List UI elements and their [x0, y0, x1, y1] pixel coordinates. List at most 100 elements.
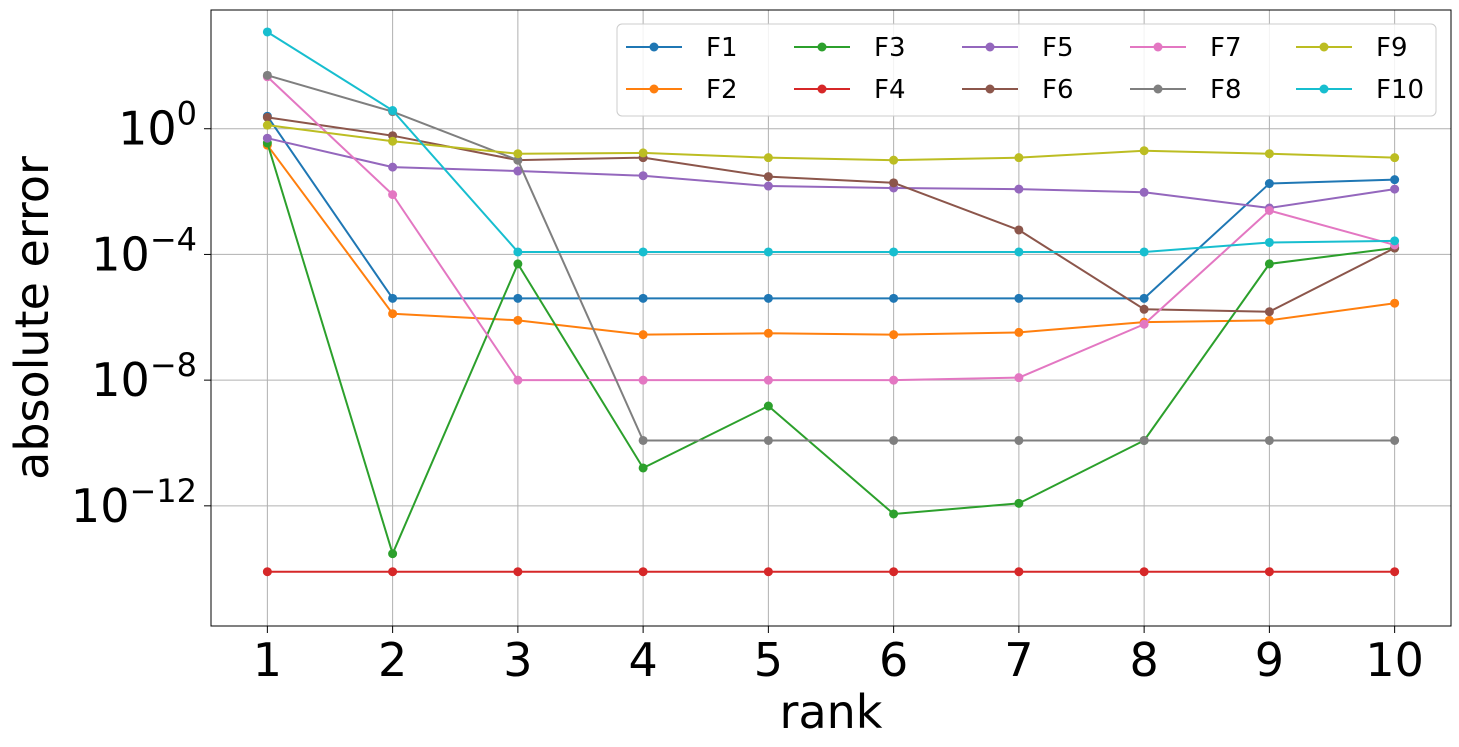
legend-item-f10: F10	[1296, 75, 1424, 105]
data-point	[513, 259, 523, 269]
series-f2	[262, 140, 1400, 340]
data-point	[889, 178, 899, 188]
data-point	[638, 293, 648, 303]
data-point	[1139, 146, 1149, 156]
x-tick-label: 3	[503, 633, 532, 687]
legend-swatch-marker	[817, 42, 827, 52]
data-point	[1390, 298, 1400, 308]
data-point	[889, 293, 899, 303]
data-point	[763, 567, 773, 577]
data-point	[1014, 225, 1024, 235]
data-point	[513, 315, 523, 325]
data-point	[1014, 498, 1024, 508]
legend-item-f2: F2	[626, 75, 738, 105]
data-point	[1139, 567, 1149, 577]
x-axis-title: rank	[780, 685, 883, 739]
data-point	[1264, 179, 1274, 189]
data-point	[763, 247, 773, 257]
data-point	[1139, 435, 1149, 445]
data-point	[763, 328, 773, 338]
legend-item-f1: F1	[626, 33, 738, 63]
data-point	[1139, 293, 1149, 303]
data-point	[513, 149, 523, 159]
data-point	[513, 247, 523, 257]
data-point	[638, 247, 648, 257]
data-point	[1014, 184, 1024, 194]
legend-swatch-marker	[649, 42, 659, 52]
series-f3	[262, 138, 1400, 559]
x-tick-label: 5	[754, 633, 783, 687]
legend-item-f5: F5	[962, 33, 1074, 63]
ticks: 1 2 3 4 5 6 7 8 9 10 10−12 10−8 10−4 100	[71, 95, 1424, 687]
data-point	[889, 375, 899, 385]
series-line	[267, 124, 1395, 162]
legend-label: F7	[1210, 33, 1242, 63]
y-tick-label: 10−12	[71, 472, 197, 533]
legend-swatch-marker	[649, 84, 659, 94]
series-f1	[262, 111, 1400, 303]
data-point	[1014, 327, 1024, 337]
data-point	[1014, 247, 1024, 257]
data-point	[262, 567, 272, 577]
series-line	[266, 142, 1395, 555]
y-axis-title: absolute error	[5, 156, 59, 480]
data-point	[763, 375, 773, 385]
data-point	[1390, 153, 1400, 163]
data-point	[513, 375, 523, 385]
legend-item-f4: F4	[794, 75, 906, 105]
data-point	[513, 155, 523, 165]
series-line	[266, 76, 1395, 382]
legend-swatch-marker	[1153, 42, 1163, 52]
series-f7	[262, 72, 1400, 385]
data-point	[513, 166, 523, 176]
data-point	[1139, 187, 1149, 197]
data-point	[1264, 259, 1274, 269]
data-point	[889, 247, 899, 257]
data-point	[763, 181, 773, 191]
series-line	[266, 31, 1395, 253]
legend-swatch-marker	[1319, 84, 1329, 94]
data-point	[388, 190, 398, 200]
data-point	[1390, 236, 1400, 246]
legend-label: F8	[1210, 75, 1242, 105]
data-point	[1264, 205, 1274, 215]
data-point	[1014, 153, 1024, 163]
data-point	[1264, 315, 1274, 325]
legend-item-f7: F7	[1130, 33, 1242, 63]
data-point	[262, 112, 272, 122]
data-point	[1264, 307, 1274, 317]
data-point	[763, 435, 773, 445]
legend-swatch-marker	[1319, 42, 1329, 52]
data-point	[889, 155, 899, 165]
data-point	[388, 309, 398, 319]
plot-frame	[210, 9, 1452, 627]
data-point	[889, 330, 899, 340]
data-point	[513, 293, 523, 303]
data-point	[513, 567, 523, 577]
x-tick-label: 1	[253, 633, 282, 687]
legend: F1 F2 F3 F4 F5 F6 F7 F8 F9 F10	[616, 23, 1437, 117]
data-point	[1264, 149, 1274, 159]
data-point	[1264, 237, 1274, 247]
data-point	[388, 293, 398, 303]
data-point	[1390, 567, 1400, 577]
series-line	[267, 137, 1395, 210]
data-point	[1139, 247, 1149, 257]
data-point	[1014, 373, 1024, 383]
legend-item-f3: F3	[794, 33, 906, 63]
legend-swatch-marker	[1153, 84, 1163, 94]
data-point	[388, 106, 398, 116]
legend-swatch-marker	[985, 42, 995, 52]
legend-box	[616, 23, 1437, 117]
legend-label: F3	[874, 33, 906, 63]
data-point	[1264, 435, 1274, 445]
data-point	[1390, 175, 1400, 185]
series-line	[266, 115, 1395, 300]
data-point	[638, 330, 648, 340]
legend-item-f8: F8	[1130, 75, 1242, 105]
data-point	[763, 293, 773, 303]
data-point	[262, 27, 272, 37]
